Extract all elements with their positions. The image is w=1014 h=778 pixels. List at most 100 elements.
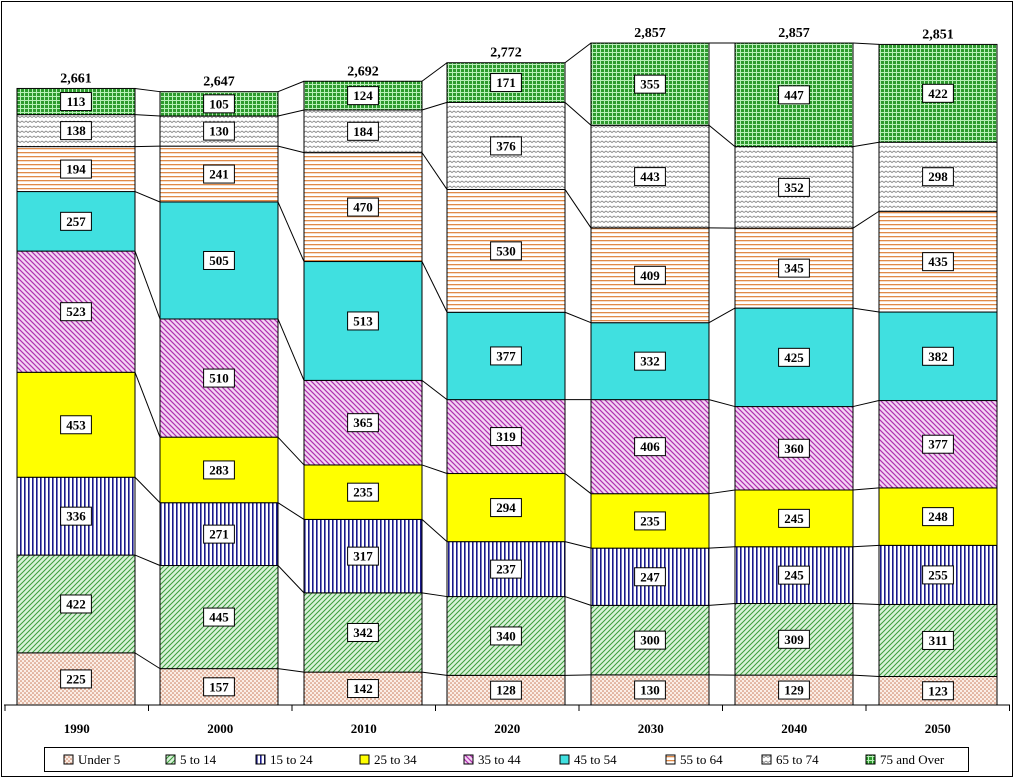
- value-label-box: [203, 607, 235, 627]
- legend-swatch: [255, 754, 266, 765]
- value-label-box: [347, 482, 379, 502]
- value-label: 425: [784, 350, 804, 365]
- value-label-box: [778, 680, 810, 700]
- total-label: 2,772: [490, 46, 522, 61]
- connector-line: [277, 668, 305, 673]
- value-label-box: [922, 630, 954, 650]
- value-label-box: [778, 85, 810, 105]
- value-label-box: [634, 265, 666, 285]
- connector-line: [277, 565, 305, 594]
- value-label: 340: [496, 628, 516, 643]
- value-label-box: [60, 211, 92, 231]
- connector-line: [421, 519, 448, 543]
- value-label: 129: [784, 683, 804, 698]
- bar-segment-2050-35-to-44: [878, 400, 998, 489]
- value-label: 470: [353, 200, 373, 215]
- value-label: 298: [928, 169, 948, 184]
- connector-line: [564, 596, 592, 606]
- legend-swatch: [463, 754, 474, 765]
- connector-line: [421, 261, 448, 313]
- value-label-box: [203, 250, 235, 270]
- connector-line: [134, 476, 161, 504]
- value-label-box: [60, 159, 92, 179]
- connector-line: [564, 189, 592, 229]
- value-label: 237: [496, 562, 516, 577]
- connector-line: [421, 62, 448, 82]
- value-label: 510: [209, 371, 229, 386]
- connector-line: [708, 489, 736, 495]
- connector-line: [708, 603, 736, 606]
- connector-line: [134, 191, 161, 203]
- legend-swatch: [665, 754, 676, 765]
- value-label-box: [490, 241, 522, 261]
- connector-line: [421, 464, 448, 475]
- value-label-box: [203, 460, 235, 480]
- value-label-box: [634, 567, 666, 587]
- connector-line: [134, 114, 161, 117]
- legend-label: 15 to 24: [270, 752, 313, 767]
- value-label-box: [922, 565, 954, 585]
- connector-line: [852, 674, 880, 678]
- legend: Under 5 5 to 14 15 to 24 25 to 34 35 to 44 45…: [63, 752, 945, 767]
- value-label: 382: [928, 349, 948, 364]
- x-tick-label: 2050: [925, 721, 951, 736]
- value-label-box: [490, 626, 522, 646]
- value-label-box: [60, 415, 92, 435]
- connector-line: [852, 603, 880, 605]
- value-label-box: [347, 197, 379, 217]
- total-labels: 2,661 2,647 2,692 2,772 2,857 2,857 2,851: [60, 26, 954, 90]
- value-label-box: [60, 302, 92, 322]
- value-label-box: [778, 508, 810, 528]
- value-label-box: [634, 437, 666, 457]
- value-label-box: [347, 121, 379, 141]
- value-label-box: [203, 94, 235, 114]
- connector-line: [277, 201, 305, 262]
- bar-segment-2020-75-and-over: [446, 62, 566, 103]
- value-label: 332: [640, 354, 660, 369]
- value-label: 523: [66, 304, 86, 319]
- value-label-box: [347, 546, 379, 566]
- connector-line: [421, 671, 448, 676]
- value-label: 409: [640, 268, 660, 283]
- value-label: 138: [66, 123, 86, 138]
- value-label-box: [490, 136, 522, 156]
- total-label: 2,647: [203, 75, 235, 90]
- value-label-box: [634, 511, 666, 531]
- connector-line: [564, 101, 592, 126]
- connector-line: [421, 152, 448, 190]
- connector-line: [277, 80, 305, 93]
- legend-label: Under 5: [78, 752, 120, 767]
- value-label: 157: [209, 679, 229, 694]
- connector-line: [134, 554, 161, 566]
- value-label: 453: [66, 417, 86, 432]
- value-label-box: [60, 669, 92, 689]
- connector-line: [134, 87, 161, 93]
- legend-swatch: [63, 754, 74, 765]
- value-label-box: [634, 351, 666, 371]
- value-label: 241: [209, 167, 229, 182]
- connector-line: [852, 400, 880, 408]
- value-label: 445: [209, 610, 229, 625]
- value-label: 225: [66, 671, 86, 686]
- x-tick-label: 2010: [351, 721, 377, 736]
- legend-swatch: [359, 754, 370, 765]
- value-label: 360: [784, 441, 804, 456]
- connector-lines: [134, 42, 880, 678]
- value-label: 365: [353, 415, 373, 430]
- value-label-box: [922, 83, 954, 103]
- value-label-box: [490, 498, 522, 518]
- value-label: 319: [496, 429, 516, 444]
- value-labels: 225 422 336 453 523 257 194 138 113 157 445 271 283 5…: [60, 73, 954, 701]
- value-label-box: [922, 681, 954, 701]
- value-label-box: [778, 565, 810, 585]
- value-label: 113: [67, 94, 86, 109]
- value-label-box: [922, 507, 954, 527]
- value-label: 123: [928, 683, 948, 698]
- value-label-box: [60, 594, 92, 614]
- value-label: 130: [209, 124, 229, 139]
- value-label: 530: [496, 243, 516, 258]
- value-label-box: [778, 177, 810, 197]
- connector-line: [277, 145, 305, 154]
- value-label: 355: [640, 77, 660, 92]
